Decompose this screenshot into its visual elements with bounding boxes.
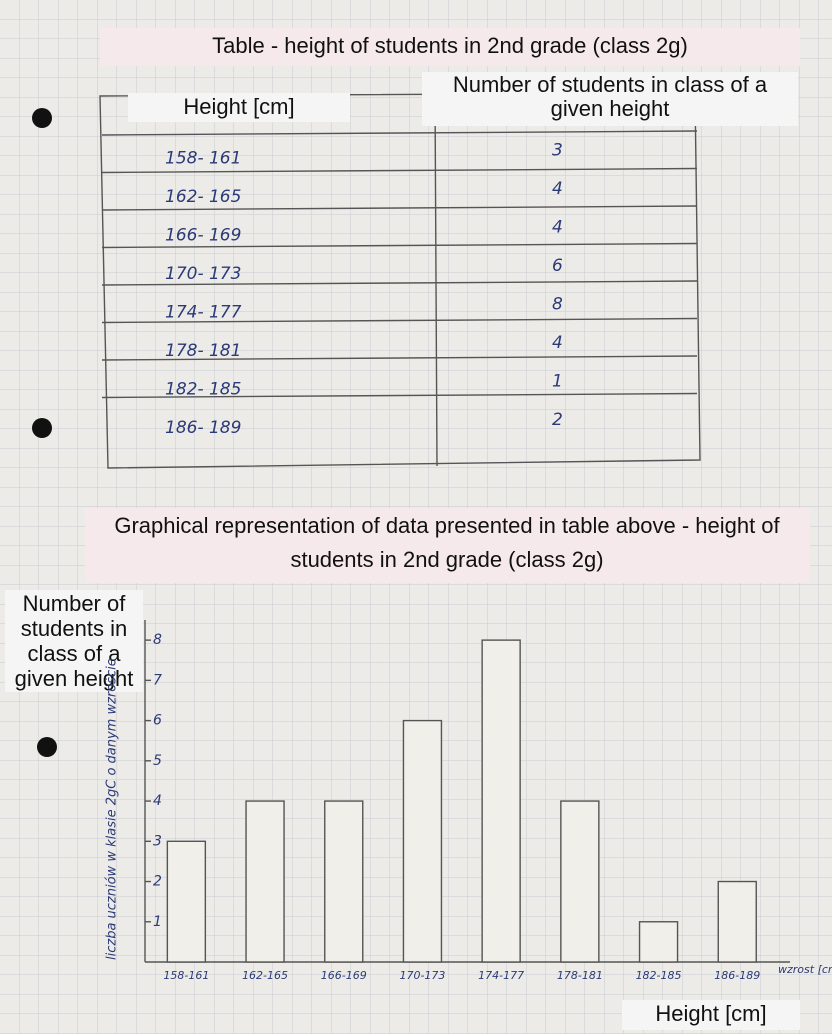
bar (167, 841, 205, 962)
x-tick-label: 162-165 (242, 969, 288, 982)
bar (403, 721, 441, 962)
bar (640, 922, 678, 962)
y-tick-label: 2 (153, 874, 162, 890)
y-tick-label: 3 (153, 833, 162, 849)
bar (561, 801, 599, 962)
handwritten-x-label: wzrost [cm (778, 963, 832, 976)
y-tick-label: 8 (153, 632, 162, 648)
bar (246, 801, 284, 962)
line: given height (551, 96, 670, 121)
table-cell: 2 (552, 410, 563, 430)
table-cell: 4 (552, 333, 563, 353)
header-cell: Height [cm] (183, 94, 294, 119)
line: Graphical representation of data present… (114, 513, 780, 538)
y-tick-label: 6 (153, 713, 162, 729)
x-tick-label: 186-189 (714, 969, 760, 982)
table-cell: 1 (552, 371, 563, 391)
table-cell: 4 (552, 179, 563, 199)
table-cell: 174- 177 (165, 302, 242, 322)
bar (325, 801, 363, 962)
x-tick-label: 158-161 (163, 969, 209, 982)
table-cell: 6 (552, 256, 563, 276)
bar (482, 640, 520, 962)
handwritten-y-label: liczba uczniów w klasie 2gC o danym wzro… (105, 658, 120, 960)
binder-hole (37, 737, 57, 757)
table-cell: 4 (552, 217, 563, 237)
table-cell: 162- 165 (165, 187, 241, 207)
x-tick-label: 178-181 (557, 969, 603, 982)
binder-hole (32, 108, 52, 128)
line: students in 2nd grade (class 2g) (290, 547, 603, 572)
notebook-page: Table - height of students in 2nd grade … (0, 0, 832, 1034)
table-cell: 170- 173 (165, 264, 241, 284)
y-tick-label: 5 (153, 753, 162, 769)
table-cell: 178- 181 (165, 341, 241, 361)
line: Number of (23, 591, 127, 616)
x-tick-label: 170-173 (399, 969, 445, 982)
table-cell: 158- 161 (165, 148, 241, 168)
bar (718, 882, 756, 962)
y-tick-label: 4 (153, 793, 162, 809)
binder-hole (32, 418, 52, 438)
x-axis-label: Height [cm] (655, 1001, 766, 1026)
x-tick-label: 174-177 (478, 969, 524, 982)
y-tick-label: 1 (153, 914, 162, 930)
y-tick-label: 7 (153, 672, 162, 688)
table-cell: 8 (552, 294, 563, 314)
x-tick-label: 166-169 (321, 969, 367, 982)
table-cell: 3 (552, 140, 563, 160)
table-cell: 166- 169 (165, 225, 241, 245)
table-cell: 186- 189 (165, 418, 241, 438)
line: Number of students in class of a (453, 72, 768, 97)
line: students in (21, 616, 127, 641)
x-tick-label: 182-185 (636, 969, 682, 982)
title: Table - height of students in 2nd grade … (212, 33, 688, 58)
